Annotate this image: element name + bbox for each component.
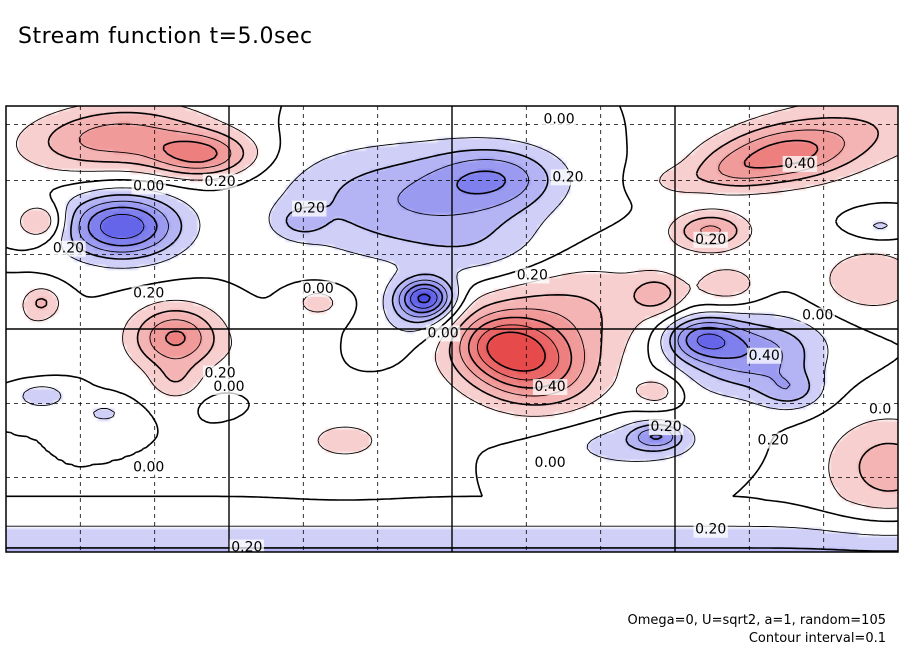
contour-line	[417, 293, 431, 304]
contour-label: 0.20	[204, 174, 235, 190]
contour-label-background	[425, 325, 461, 342]
contour-line	[6, 106, 898, 523]
contour-interval-note: Contour interval=0.1	[748, 631, 886, 646]
contour-line	[87, 170, 750, 440]
contour-label-background	[131, 285, 166, 302]
contour-label: 0.20	[133, 285, 164, 301]
contour-label: 0.20	[758, 433, 789, 449]
chart-title: Stream function t=5.0sec	[18, 24, 313, 49]
contour-label-background	[550, 169, 586, 186]
contour-label-background	[541, 111, 577, 128]
contour-label-background	[532, 454, 568, 471]
contour-label: 0.40	[749, 348, 780, 364]
contour-label-background	[202, 365, 238, 382]
contour-label: 0.00	[543, 111, 574, 127]
contour-label: 0.20	[231, 540, 262, 556]
contour-label-background	[747, 347, 782, 364]
contour-label-background	[211, 378, 247, 395]
footnotes: Omega=0, U=sqrt2, a=1, random=105 Contou…	[628, 612, 886, 648]
contour-line	[477, 324, 560, 381]
contour-label-background	[800, 307, 835, 324]
contour-line	[15, 106, 898, 509]
contour-label-background	[648, 419, 684, 436]
contour-label-background	[131, 178, 166, 195]
contour-label-background	[51, 240, 86, 257]
contour-label: 0.40	[784, 156, 815, 172]
contour-line	[99, 213, 726, 350]
contour-label-background	[131, 459, 166, 476]
contour-label: 0.20	[53, 241, 84, 257]
contour-label-background	[532, 378, 568, 395]
contour-label: 0.00	[802, 308, 833, 324]
contour-label: 0.20	[517, 267, 548, 283]
contour-label: 0.00	[535, 455, 566, 471]
contour-label-background	[292, 200, 327, 217]
model-parameters-note: Omega=0, U=sqrt2, a=1, random=105	[627, 613, 886, 628]
contour-label-background	[867, 401, 894, 418]
plot-frame	[5, 105, 899, 553]
contour-label-background	[693, 521, 728, 538]
contour-label: 0.00	[303, 281, 334, 297]
contour-label-background	[202, 173, 238, 190]
contour-label: 0.00	[427, 325, 458, 341]
contour-label: 0.20	[650, 419, 681, 435]
contour-label: 0.00	[133, 459, 164, 475]
contour-label-background	[782, 155, 818, 172]
contour-label: 0.00	[213, 379, 244, 395]
contour-label: 0.20	[204, 366, 235, 382]
contour-label: 0.00	[133, 178, 164, 194]
contour-label-background	[515, 267, 550, 284]
contour-label-background	[693, 231, 728, 248]
contour-label: 0.20	[294, 201, 325, 217]
contour-line	[486, 331, 546, 372]
contour-label-background	[755, 432, 791, 449]
contour-label-background	[301, 280, 336, 297]
contour-label: 0.20	[695, 232, 726, 248]
contour-label: 0.0	[869, 401, 891, 417]
contour-label: 0.20	[695, 522, 726, 538]
contour-label: 0.20	[552, 169, 583, 185]
contour-label: 0.40	[535, 379, 566, 395]
